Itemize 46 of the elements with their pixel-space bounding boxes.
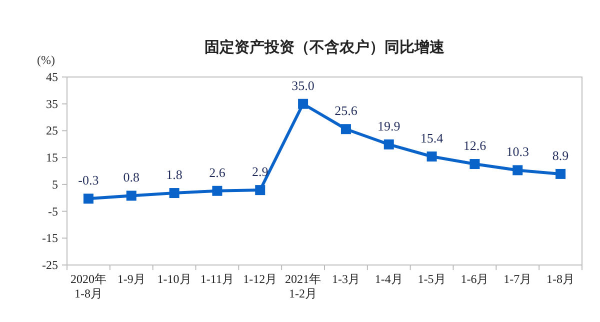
- x-tick-label: 1-7月: [504, 272, 532, 286]
- point: [426, 151, 437, 162]
- y-tick-label: 25: [46, 124, 58, 138]
- y-tick-label: 35: [46, 96, 58, 111]
- y-tick-label: -5: [48, 204, 58, 218]
- data-label: 10.3: [506, 144, 529, 160]
- data-label: 2.9: [252, 164, 268, 180]
- data-label: 8.9: [552, 148, 569, 163]
- x-tick-label: 1-11月: [200, 272, 234, 286]
- chart-title: 固定资产投资（不含农户）同比增速: [204, 38, 446, 56]
- x-tick-label: 1-4月: [374, 272, 403, 286]
- data-label: -0.3: [78, 172, 99, 188]
- y-tick-label: 15: [46, 150, 58, 165]
- point: [83, 194, 94, 204]
- y-tick-label: 5: [52, 177, 58, 192]
- data-label: 0.8: [123, 170, 140, 185]
- point: [298, 98, 308, 109]
- data-label: 19.9: [378, 118, 400, 134]
- data-label: 25.6: [334, 103, 358, 118]
- x-tick-label: 1-6月: [460, 272, 489, 286]
- x-tick-label: 1-10月: [157, 272, 192, 286]
- x-tick-label: 2020年 1-8月: [70, 272, 106, 300]
- x-tick-label: 1-12月: [243, 272, 278, 286]
- point: [384, 139, 394, 150]
- point: [512, 165, 523, 176]
- x-tick-label: 2021年 1-2月: [285, 272, 322, 300]
- data-label: 35.0: [292, 78, 314, 93]
- point: [212, 186, 222, 196]
- point: [255, 185, 266, 196]
- x-tick-label: 1-5月: [418, 272, 446, 286]
- y-tick-label: -15: [42, 231, 58, 246]
- point: [126, 190, 136, 201]
- data-label: 12.6: [463, 138, 487, 154]
- data-label: 2.6: [209, 164, 226, 180]
- x-tick-label: 1-3月: [332, 272, 360, 286]
- point: [169, 188, 180, 198]
- data-label: 1.8: [166, 167, 182, 182]
- y-axis-title: (%): [37, 53, 55, 67]
- x-tick-label: 1-9月: [117, 272, 146, 286]
- y-tick-label: 45: [46, 70, 58, 84]
- x-tick-label: 1-8月: [546, 272, 575, 286]
- point: [470, 159, 480, 170]
- point: [340, 124, 351, 134]
- data-label: 15.4: [420, 130, 444, 146]
- point: [556, 168, 566, 179]
- y-tick-label: -25: [42, 258, 58, 272]
